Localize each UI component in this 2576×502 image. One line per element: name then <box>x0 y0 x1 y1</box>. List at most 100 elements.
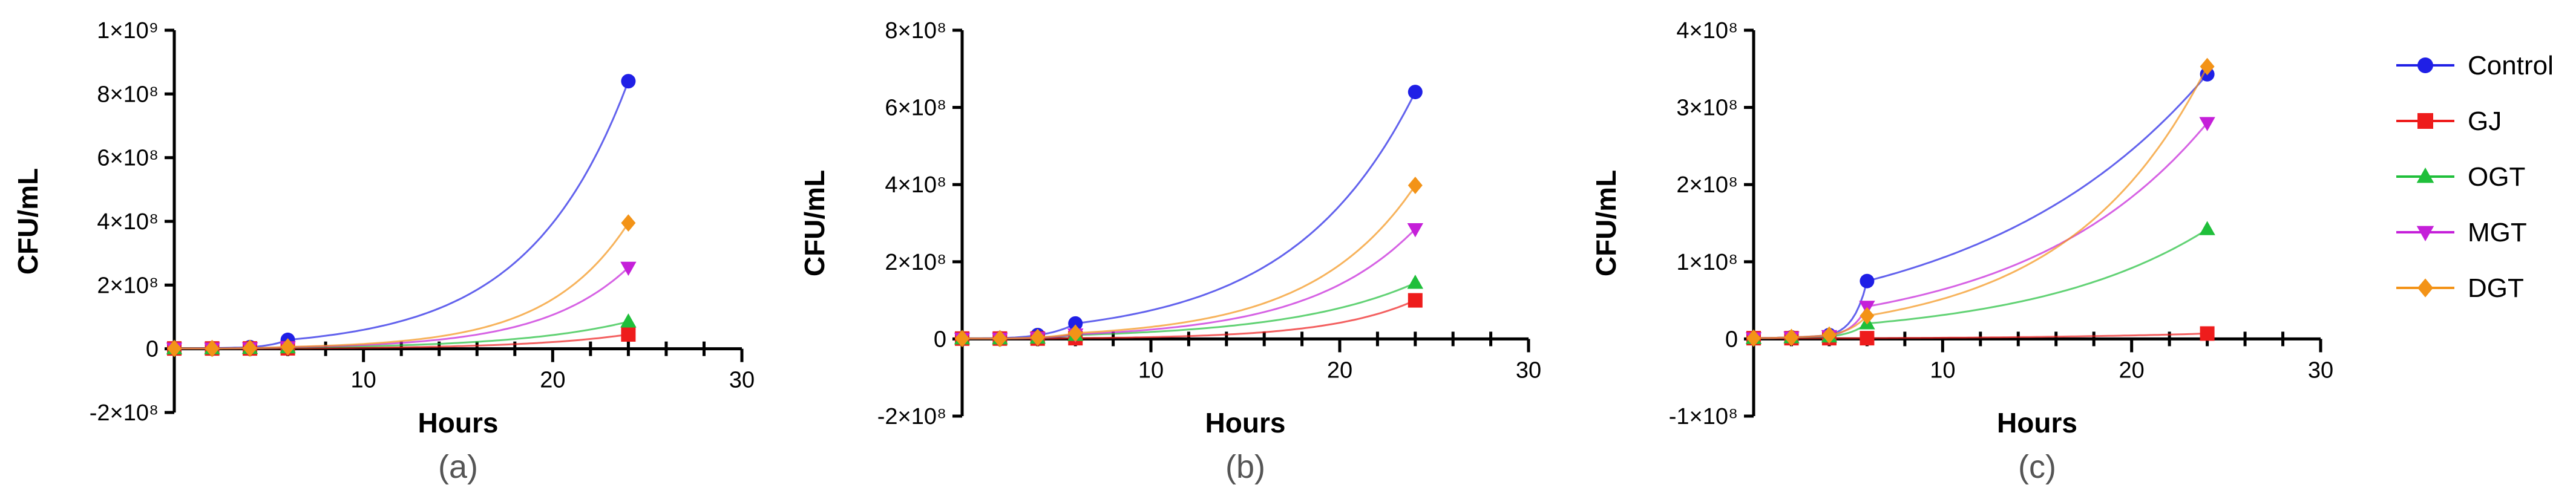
series-mgt <box>166 261 637 357</box>
series-line <box>1753 122 2208 339</box>
x-tick-label: 10 <box>1930 357 1955 383</box>
data-point <box>2200 326 2215 341</box>
x-tick-label: 30 <box>1516 357 1541 383</box>
y-tick-label: 4×10⁸ <box>97 209 159 235</box>
series-ogt <box>1745 221 2215 344</box>
y-tick-label: 3×10⁸ <box>1676 96 1738 121</box>
x-tick-label: 10 <box>1138 357 1164 383</box>
series-dgt <box>955 177 1423 348</box>
data-point <box>1068 316 1083 331</box>
legend-label: OGT <box>2468 162 2525 192</box>
data-point <box>621 214 636 232</box>
y-tick-label: 1×10⁸ <box>1676 250 1738 275</box>
y-axis-title: CFU/mL <box>12 168 44 275</box>
triangle-up-icon <box>2416 168 2434 183</box>
series-line <box>1753 228 2208 339</box>
triangle-down-icon <box>2416 226 2434 241</box>
data-point <box>1407 223 1423 238</box>
data-point <box>955 330 969 348</box>
x-axis-title: Hours <box>418 407 499 438</box>
data-point <box>1860 273 1875 288</box>
legend-entry-dgt: DGT <box>2396 273 2524 303</box>
panel-label: (a) <box>438 449 478 485</box>
series-line <box>174 222 629 350</box>
series-line <box>1753 66 2208 339</box>
y-tick-label: 2×10⁸ <box>885 250 946 275</box>
legend-entry-control: Control <box>2396 51 2554 80</box>
series-mgt <box>1745 117 2215 347</box>
y-axis-title: CFU/mL <box>799 170 830 276</box>
data-point <box>2200 57 2215 76</box>
circle-icon <box>2417 57 2433 73</box>
series-line <box>174 267 629 350</box>
data-point <box>1068 324 1083 342</box>
data-point <box>243 339 258 357</box>
data-point <box>621 74 636 89</box>
x-tick-label: 20 <box>2119 357 2145 383</box>
series-dgt <box>1746 57 2215 347</box>
y-tick-label: 8×10⁸ <box>97 82 159 107</box>
data-point <box>1408 293 1423 308</box>
data-point <box>1408 177 1423 194</box>
series-line <box>174 321 629 350</box>
legend-label: DGT <box>2468 273 2524 303</box>
x-axis-title: Hours <box>1205 407 1286 438</box>
x-tick-label: 10 <box>351 368 376 393</box>
y-tick-label: 1×10⁹ <box>97 18 159 44</box>
y-tick-label: 6×10⁸ <box>97 146 159 171</box>
legend-entry-ogt: OGT <box>2396 162 2525 192</box>
data-point <box>2199 221 2215 235</box>
data-point <box>621 327 636 342</box>
y-tick-label: -2×10⁸ <box>90 400 159 426</box>
series-line <box>1753 73 2208 339</box>
data-point <box>1860 331 1875 346</box>
y-tick-label: 8×10⁸ <box>885 18 946 44</box>
data-point <box>1746 329 1761 347</box>
y-tick-label: 4×10⁸ <box>1676 18 1738 44</box>
data-point <box>992 330 1008 348</box>
data-point <box>1821 326 1837 344</box>
series-mgt <box>954 223 1423 347</box>
chart-panel-b: -2×10⁸ 0 2×10⁸ 4×10⁸ 6×10⁸ 8×10⁸ 10 20 30 Hours CF… <box>799 18 1541 485</box>
y-tick-label: 0 <box>1725 327 1738 352</box>
panel-label: (b) <box>1225 449 1265 485</box>
data-point <box>1030 328 1045 347</box>
data-point <box>1408 85 1423 100</box>
legend-label: MGT <box>2468 218 2527 247</box>
x-axis-title: Hours <box>1997 407 2077 438</box>
chart-panel-a: -2×10⁸ 0 2×10⁸ 4×10⁸ 6×10⁸ 8×10⁸ 1×10⁹ 10 20 30 Ho… <box>12 18 755 485</box>
data-point <box>1860 307 1875 325</box>
y-tick-label: 0 <box>934 327 946 352</box>
data-point <box>2199 117 2215 131</box>
legend: Control GJ OGT MGT DGT <box>2396 51 2554 303</box>
x-tick-label: 20 <box>540 368 565 393</box>
data-point <box>1784 328 1799 347</box>
series-control <box>167 74 636 356</box>
y-tick-label: -1×10⁸ <box>1669 404 1738 429</box>
y-tick-label: 4×10⁸ <box>885 172 946 198</box>
series-control <box>1746 67 2215 346</box>
series-line <box>962 184 1417 340</box>
legend-label: Control <box>2468 51 2554 80</box>
y-tick-label: 6×10⁸ <box>885 96 946 121</box>
x-tick-label: 30 <box>2308 357 2333 383</box>
series-line <box>962 91 1417 340</box>
legend-entry-mgt: MGT <box>2396 218 2527 247</box>
series-dgt <box>167 214 636 357</box>
chart-panel-c: -1×10⁸ 0 1×10⁸ 2×10⁸ 3×10⁸ 4×10⁸ 10 20 30 Hours CF… <box>1590 18 2333 485</box>
series-line <box>962 282 1416 340</box>
diamond-icon <box>2417 278 2433 298</box>
data-point <box>280 338 295 356</box>
data-point <box>620 261 637 276</box>
data-point <box>620 313 637 328</box>
y-tick-label: 2×10⁸ <box>1676 172 1738 198</box>
y-axis-title: CFU/mL <box>1590 170 1622 276</box>
square-icon <box>2417 113 2433 129</box>
y-tick-label: -2×10⁸ <box>877 404 946 429</box>
data-point <box>1407 275 1423 289</box>
y-tick-label: 0 <box>146 337 159 362</box>
panel-label: (c) <box>2018 449 2056 485</box>
series-line <box>174 80 629 350</box>
y-tick-label: 2×10⁸ <box>97 273 159 298</box>
legend-label: GJ <box>2468 106 2502 136</box>
